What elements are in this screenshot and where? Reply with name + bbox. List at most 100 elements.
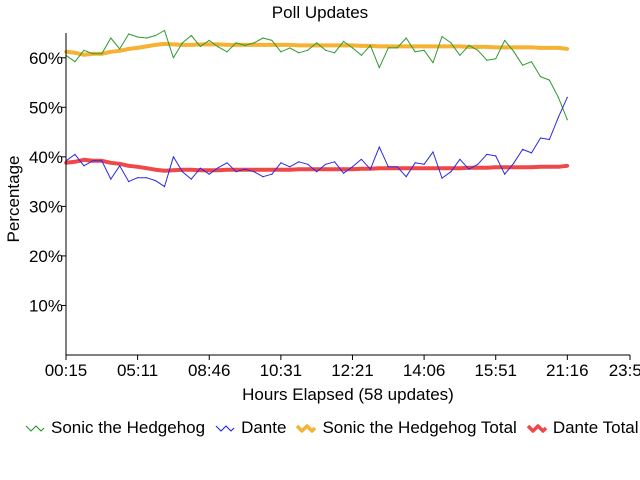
data-point	[414, 162, 416, 164]
data-point	[450, 42, 452, 44]
data-point	[504, 173, 506, 175]
data-point	[502, 165, 507, 169]
data-point	[271, 173, 273, 175]
data-point	[504, 39, 506, 42]
data-point	[305, 43, 310, 48]
data-point	[396, 47, 398, 49]
data-point	[522, 64, 524, 66]
data-point	[146, 177, 148, 179]
x-tick-label: 23:51	[609, 361, 640, 380]
data-point	[280, 51, 282, 53]
data-point	[565, 164, 570, 168]
data-point	[261, 43, 265, 47]
x-tick-label: 05:11	[117, 361, 158, 380]
data-point	[216, 168, 220, 172]
data-point	[423, 49, 425, 51]
data-point	[262, 37, 264, 39]
data-point	[351, 166, 354, 168]
data-point	[244, 44, 246, 47]
data-point	[566, 119, 568, 121]
data-point	[520, 45, 525, 50]
data-point	[181, 171, 183, 173]
data-point	[459, 54, 461, 56]
data-point	[117, 162, 122, 166]
data-point	[314, 167, 319, 171]
data-point	[163, 186, 166, 188]
data-point	[279, 43, 283, 47]
data-point	[235, 42, 237, 44]
data-point	[101, 160, 103, 162]
data-point	[119, 48, 121, 50]
data-point	[396, 166, 398, 168]
data-point	[423, 163, 425, 165]
data-point	[468, 44, 470, 47]
data-point	[153, 43, 158, 47]
plot-area	[64, 29, 570, 188]
data-point	[404, 166, 409, 170]
data-point	[486, 153, 488, 155]
data-point	[82, 53, 86, 57]
data-point	[493, 165, 498, 169]
data-point	[332, 167, 337, 171]
data-point	[74, 153, 76, 155]
data-point	[341, 43, 346, 48]
data-point	[189, 43, 194, 47]
data-point	[405, 37, 407, 39]
data-point	[190, 178, 192, 180]
y-tick-label: 50%	[29, 98, 63, 117]
data-point	[92, 53, 94, 55]
data-point	[556, 46, 561, 50]
x-tick-label: 12:21	[331, 361, 374, 380]
data-point	[557, 116, 560, 118]
data-point	[350, 43, 355, 48]
data-point	[226, 51, 228, 53]
x-tick-label: 15:51	[474, 361, 517, 380]
data-point	[547, 165, 552, 169]
data-point	[73, 160, 77, 164]
legend-item: Dante Total	[526, 418, 639, 438]
data-point	[153, 167, 158, 172]
data-point	[511, 45, 516, 50]
data-point	[432, 151, 434, 153]
data-point	[189, 167, 194, 172]
data-point	[539, 76, 542, 78]
data-point	[565, 47, 570, 51]
data-point	[126, 164, 131, 168]
y-tick-label: 60%	[29, 49, 63, 68]
data-point	[369, 168, 371, 170]
data-point	[556, 165, 561, 169]
data-point	[422, 166, 426, 170]
data-point	[334, 161, 336, 163]
y-tick-label: 10%	[29, 296, 63, 315]
data-point	[307, 49, 309, 51]
data-point	[288, 43, 292, 47]
data-point	[557, 96, 560, 98]
data-point	[547, 46, 552, 50]
x-tick-label: 08:46	[188, 361, 231, 380]
data-point	[101, 53, 103, 55]
data-point	[332, 43, 337, 48]
data-point	[298, 161, 300, 163]
y-axis: 10% 20% 30% 40% 50% 60%	[29, 33, 67, 355]
data-point	[144, 166, 149, 170]
data-point	[493, 45, 498, 50]
data-point	[529, 165, 534, 169]
data-point	[441, 177, 443, 179]
series-dante	[65, 96, 568, 188]
data-point	[325, 163, 327, 165]
legend-item: Dante	[214, 418, 286, 438]
data-point	[82, 158, 86, 162]
data-point	[323, 167, 328, 171]
data-point	[342, 40, 345, 43]
data-point	[208, 39, 210, 42]
data-point	[117, 49, 122, 53]
legend-swatch-icon	[526, 424, 548, 433]
data-point	[297, 167, 301, 171]
data-point	[207, 168, 211, 172]
data-point	[92, 160, 94, 162]
data-point	[351, 47, 354, 49]
data-point	[359, 166, 364, 171]
data-point	[137, 36, 139, 38]
data-point	[137, 177, 139, 179]
data-point	[83, 49, 85, 51]
